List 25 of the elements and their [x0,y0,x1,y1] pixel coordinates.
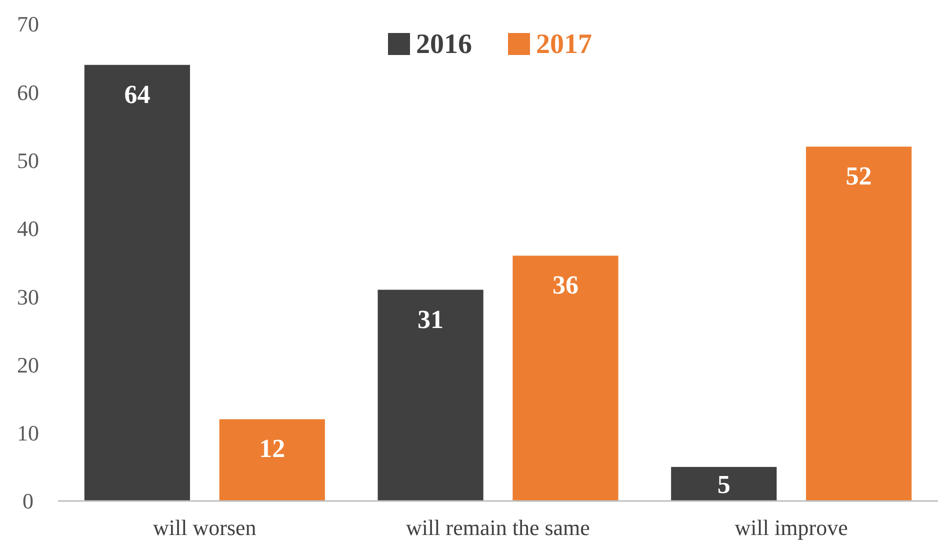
data-label: 31 [418,304,444,334]
data-label: 36 [552,270,578,300]
bar [671,466,777,501]
y-tick-label: 20 [17,352,39,378]
y-tick-label: 10 [17,420,39,446]
y-tick-label: 50 [17,148,39,173]
data-label: 5 [717,470,730,499]
data-label: 52 [846,162,872,191]
bar [84,64,190,501]
y-tick-label: 70 [17,12,39,37]
legend-label: 2017 [536,29,592,60]
y-tick-label: 40 [17,216,39,242]
legend-label: 2016 [416,29,472,60]
x-tick-label: will worsen [153,515,256,540]
bar [378,290,484,501]
y-tick-label: 60 [17,80,39,105]
y-tick-label: 30 [17,284,39,310]
y-tick-label: 0 [22,488,34,514]
data-label: 12 [259,434,286,464]
data-label: 64 [124,80,150,109]
bar [806,146,912,501]
x-tick-label: will remain the same [406,515,590,540]
bar [512,256,618,501]
x-tick-label: will improve [734,515,848,540]
bar [219,419,325,501]
